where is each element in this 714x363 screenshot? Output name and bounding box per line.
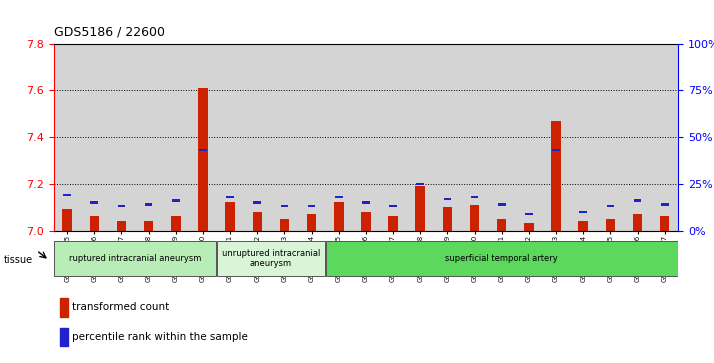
- Bar: [216, 44, 243, 231]
- Bar: [62, 209, 72, 231]
- Bar: [243, 44, 271, 231]
- Bar: [362, 201, 370, 204]
- Bar: [661, 203, 668, 205]
- Bar: [416, 183, 424, 185]
- Bar: [525, 212, 533, 215]
- FancyBboxPatch shape: [54, 241, 216, 276]
- Bar: [89, 216, 99, 231]
- Bar: [597, 44, 624, 231]
- Bar: [108, 44, 135, 231]
- Bar: [64, 194, 71, 196]
- Bar: [498, 203, 506, 205]
- Bar: [162, 44, 189, 231]
- Bar: [60, 328, 68, 346]
- Bar: [416, 186, 425, 231]
- Bar: [361, 212, 371, 231]
- Bar: [226, 196, 234, 198]
- Bar: [298, 44, 325, 231]
- Text: ruptured intracranial aneurysm: ruptured intracranial aneurysm: [69, 254, 201, 263]
- Bar: [334, 203, 343, 231]
- Bar: [524, 224, 533, 231]
- Bar: [443, 207, 452, 231]
- Bar: [253, 212, 262, 231]
- Bar: [91, 201, 98, 204]
- Bar: [543, 44, 570, 231]
- Bar: [280, 219, 289, 231]
- Bar: [388, 216, 398, 231]
- Text: percentile rank within the sample: percentile rank within the sample: [72, 332, 248, 342]
- Bar: [271, 44, 298, 231]
- FancyBboxPatch shape: [217, 241, 325, 276]
- Bar: [471, 196, 478, 198]
- Bar: [60, 298, 68, 317]
- Text: unruptured intracranial
aneurysm: unruptured intracranial aneurysm: [221, 249, 320, 268]
- Bar: [199, 149, 207, 151]
- Bar: [335, 196, 343, 198]
- Text: GDS5186 / 22600: GDS5186 / 22600: [54, 25, 164, 38]
- Bar: [660, 216, 670, 231]
- Text: superficial temporal artery: superficial temporal artery: [446, 254, 558, 263]
- Bar: [226, 203, 235, 231]
- Bar: [281, 205, 288, 207]
- Bar: [54, 44, 81, 231]
- FancyBboxPatch shape: [326, 241, 678, 276]
- Bar: [116, 221, 126, 231]
- Bar: [389, 205, 397, 207]
- Bar: [144, 221, 154, 231]
- Bar: [81, 44, 108, 231]
- Bar: [308, 205, 316, 207]
- Bar: [189, 44, 216, 231]
- Bar: [307, 214, 316, 231]
- Text: tissue: tissue: [4, 254, 33, 265]
- Bar: [443, 197, 451, 200]
- Bar: [470, 205, 479, 231]
- Bar: [552, 149, 560, 151]
- Bar: [516, 44, 543, 231]
- Bar: [434, 44, 461, 231]
- Bar: [580, 211, 587, 213]
- Bar: [633, 214, 643, 231]
- Bar: [570, 44, 597, 231]
- Bar: [461, 44, 488, 231]
- Bar: [145, 203, 152, 205]
- Bar: [651, 44, 678, 231]
- Bar: [624, 44, 651, 231]
- Bar: [634, 199, 641, 202]
- Bar: [198, 88, 208, 231]
- Bar: [171, 216, 181, 231]
- Text: transformed count: transformed count: [72, 302, 169, 313]
- Bar: [551, 121, 560, 231]
- Bar: [607, 205, 614, 207]
- Bar: [352, 44, 380, 231]
- Bar: [172, 199, 180, 202]
- Bar: [407, 44, 434, 231]
- Bar: [488, 44, 516, 231]
- Bar: [135, 44, 162, 231]
- Bar: [605, 219, 615, 231]
- Bar: [325, 44, 352, 231]
- Bar: [578, 221, 588, 231]
- Bar: [497, 219, 506, 231]
- Bar: [118, 205, 125, 207]
- Bar: [253, 201, 261, 204]
- Bar: [380, 44, 407, 231]
